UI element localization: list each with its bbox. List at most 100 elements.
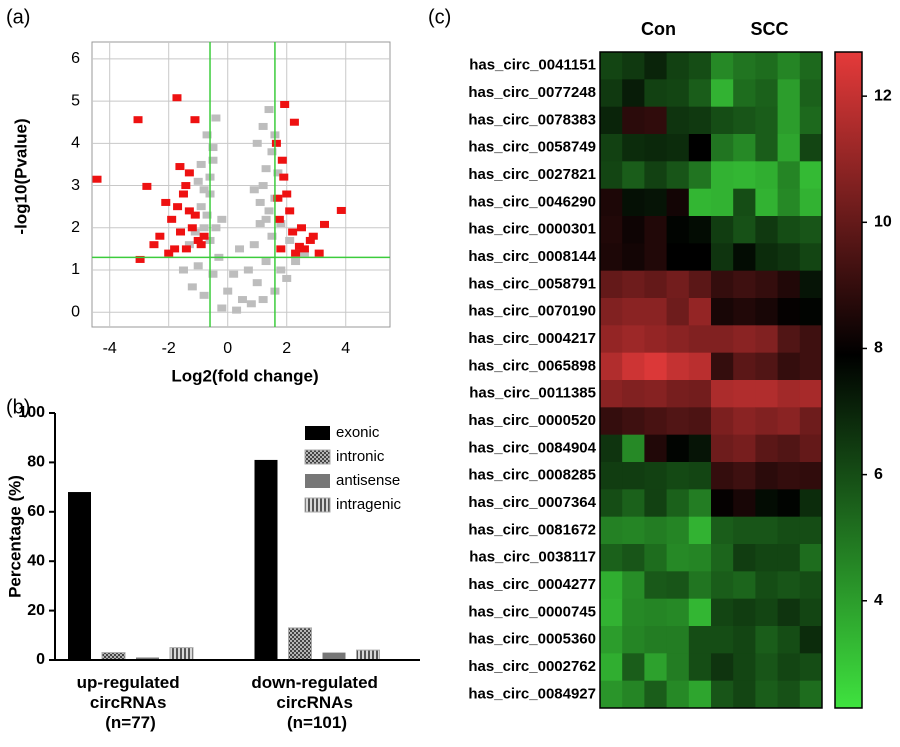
heatmap-cell [688,571,712,600]
row-label: has_circ_0000520 [468,412,596,429]
legend-label: exonic [336,424,380,441]
heatmap-cell [777,270,801,299]
heatmap-cell [755,516,778,545]
heatmap-cell [777,216,801,244]
colorbar-tick-label: 4 [874,592,883,609]
point [193,177,203,185]
heatmap-cell [733,216,756,244]
colorbar-tick-label: 12 [874,87,892,104]
y-tick-label: 20 [27,602,45,619]
heatmap-cell [711,434,734,463]
heatmap-cell [622,626,645,654]
row-label: has_circ_0058791 [468,275,596,292]
heatmap-cell [711,216,734,244]
point [199,232,209,240]
heatmap-cell [777,134,801,162]
point [237,296,247,304]
point [164,249,174,257]
heatmap-cell [666,407,690,436]
heatmap-cell [600,106,623,135]
colorbar [834,51,863,709]
point [273,169,283,177]
heatmap-cell [711,161,734,190]
heatmap-cell [644,106,667,135]
heatmap-cell [622,489,645,518]
heatmap-cell [666,598,690,627]
heatmap-cell [688,161,712,190]
heatmap-cell [733,243,756,272]
x-tick-label: -4 [103,340,117,357]
heatmap-cell [755,598,778,627]
heatmap-cell [688,325,712,354]
heatmap-cell [644,434,667,463]
point [235,245,245,253]
heatmap-cell [777,544,801,572]
heatmap-cell [733,298,756,326]
heatmap-cell [777,380,801,408]
heatmap-cell [688,243,712,272]
heatmap-cell [799,680,823,709]
heatmap-cell [799,626,823,654]
point [258,182,268,190]
heatmap-cell [755,325,778,354]
heatmap-cell [644,571,667,600]
heatmap-cell [777,325,801,354]
y-tick-label: 6 [71,50,80,67]
point [299,249,309,257]
heatmap-cell [600,270,623,299]
heatmap-cell [755,380,778,408]
heatmap-cell [755,161,778,190]
heatmap-cell [666,270,690,299]
heatmap-cell [644,680,667,709]
heatmap-cell [666,462,690,490]
heatmap-cell [711,571,734,600]
point [199,224,209,232]
heatmap-cell [711,407,734,436]
point [261,165,271,173]
heatmap-cell [622,243,645,272]
point [193,262,203,270]
bar [288,627,312,661]
row-label: has_circ_0004277 [468,576,596,593]
heatmap-cell [755,106,778,135]
heatmap-cell [622,380,645,408]
point [167,215,177,223]
heatmap-cell [711,489,734,518]
point [289,118,299,126]
heatmap-cell [777,407,801,436]
panel-label: (a) [6,6,30,28]
point [181,245,191,253]
point [190,228,200,236]
heatmap-cell [755,243,778,272]
heatmap-cell [799,298,823,326]
heatmap-cell [666,134,690,162]
heatmap-cell [755,216,778,244]
heatmap-cell [688,598,712,627]
row-label: has_circ_0041151 [469,57,596,74]
point [184,241,194,249]
heatmap-cell [755,79,778,108]
heatmap-cell [622,216,645,244]
heatmap-cell [799,79,823,108]
heatmap-cell [711,79,734,108]
panel-label: (c) [428,6,451,28]
heatmap-cell [777,79,801,108]
point [249,241,259,249]
heatmap-cell [688,298,712,326]
heatmap-cell [644,598,667,627]
point [276,220,286,228]
heatmap-cell [799,106,823,135]
heatmap-cell [600,571,623,600]
point [202,131,212,139]
row-label: has_circ_0008285 [468,467,596,484]
heatmap-cell [666,544,690,572]
heatmap-cell [799,188,823,217]
heatmap-cell [688,516,712,545]
heatmap-cell [733,79,756,108]
heatmap-cell [688,653,712,682]
heatmap-cell [799,52,823,80]
heatmap-cell [711,52,734,80]
heatmap-cell [755,653,778,682]
heatmap-cell [755,134,778,162]
heatmap-cell [755,680,778,709]
